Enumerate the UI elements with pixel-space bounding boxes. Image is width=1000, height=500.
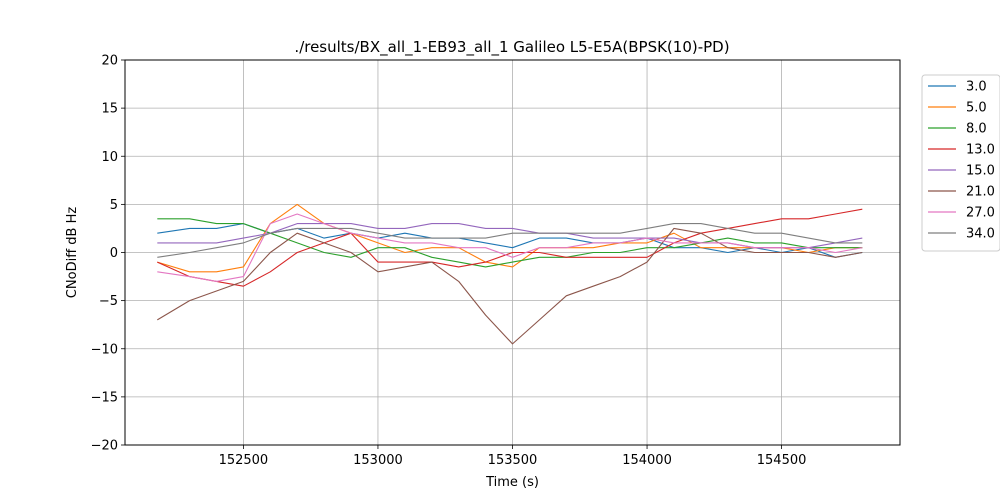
- x-tick-label: 153000: [353, 453, 403, 468]
- y-tick-label: 15: [101, 102, 118, 117]
- y-axis-label: CNoDiff dB Hz: [65, 207, 80, 299]
- legend-label-15.0: 15.0: [966, 164, 995, 179]
- legend: 3.0 5.0 8.0 13.0 15.0 21.0 27.0 34.0: [921, 74, 1000, 252]
- y-tick-label: −20: [91, 439, 118, 454]
- series-line-27.0: [157, 213, 863, 282]
- x-tick-label: 152500: [219, 453, 269, 468]
- y-tick-label: −10: [91, 342, 118, 357]
- x-tick-label: 154500: [757, 453, 807, 468]
- legend-box: [921, 74, 1000, 252]
- series-line-34.0: [157, 223, 863, 258]
- legend-label-8.0: 8.0: [966, 122, 987, 137]
- x-tick-label: 154000: [622, 453, 672, 468]
- y-tick-label: −15: [91, 390, 118, 405]
- legend-label-34.0: 34.0: [966, 227, 995, 242]
- legend-label-21.0: 21.0: [966, 185, 995, 200]
- series-line-5.0: [157, 203, 863, 273]
- y-tick-label: −5: [99, 294, 118, 309]
- y-tick-label: 10: [101, 150, 118, 165]
- series-line-8.0: [157, 218, 863, 268]
- y-tick-label: 5: [110, 198, 118, 213]
- legend-label-27.0: 27.0: [966, 206, 995, 221]
- y-tick-label: 20: [101, 54, 118, 69]
- x-axis-label: Time (s): [485, 475, 539, 490]
- series-lines: [157, 203, 863, 345]
- series-line-13.0: [157, 208, 863, 287]
- legend-label-5.0: 5.0: [966, 101, 987, 116]
- x-tick-label: 153500: [488, 453, 538, 468]
- chart-title: ./results/BX_all_1-EB93_all_1 Galileo L5…: [294, 38, 729, 57]
- series-line-21.0: [157, 227, 863, 345]
- y-tick-label: 0: [110, 246, 118, 261]
- axis-ticks: 152500 153000 153500 154000 154500 −20 −15 −10 −…: [91, 54, 807, 469]
- legend-label-3.0: 3.0: [966, 80, 987, 95]
- legend-label-13.0: 13.0: [966, 143, 995, 158]
